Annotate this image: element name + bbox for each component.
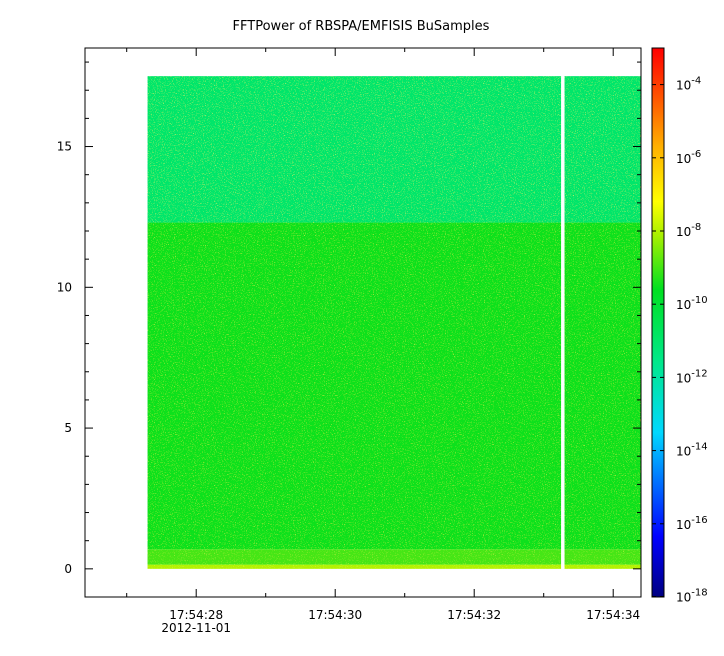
colorbar-tick-label: 10-12 bbox=[676, 368, 708, 385]
x-tick-label: 17:54:34 bbox=[586, 608, 640, 622]
colorbar-tick-label: 10-10 bbox=[676, 295, 708, 312]
x-tick-sublabel: 2012-11-01 bbox=[161, 621, 231, 635]
spectrogram-band bbox=[147, 222, 642, 550]
band-cell bbox=[147, 76, 642, 223]
data-gap bbox=[561, 75, 565, 570]
chart-title: FFTPower of RBSPA/EMFISIS BuSamples bbox=[233, 19, 490, 34]
x-tick-label: 17:54:32 bbox=[447, 608, 501, 622]
colorbar-ticks: 10-4 10-6 10-8 10-10 10-12 10-14 10-16 10-18 bbox=[652, 76, 708, 605]
colorbar-tick-label: 10-8 bbox=[676, 222, 701, 239]
band-cell bbox=[147, 549, 642, 565]
colorbar-tick-label: 10-16 bbox=[676, 515, 708, 532]
y-tick-label: 5 bbox=[64, 421, 72, 435]
plot-area bbox=[147, 75, 642, 570]
band-cell bbox=[147, 222, 642, 550]
spectrogram-band bbox=[147, 549, 642, 565]
plot-frame bbox=[84, 47, 642, 598]
x-tick-label: 17:54:28 bbox=[169, 608, 223, 622]
y-tick-label: 15 bbox=[57, 140, 72, 154]
x-tick-label: 17:54:30 bbox=[308, 608, 362, 622]
spectrogram-band bbox=[147, 76, 642, 223]
y-axis: 0 5 10 15 bbox=[57, 61, 641, 576]
band-cell bbox=[147, 564, 642, 569]
colorbar-tick-label: 10-4 bbox=[676, 76, 701, 93]
colorbar-tick-label: 10-18 bbox=[676, 588, 708, 605]
y-tick-label: 10 bbox=[57, 280, 72, 294]
colorbar-tick-label: 10-6 bbox=[676, 149, 701, 166]
colorbar-gradient bbox=[651, 47, 665, 598]
colorbar: 10-4 10-6 10-8 10-10 10-12 10-14 10-16 10-18 bbox=[651, 47, 708, 605]
spectrogram-band bbox=[147, 564, 642, 569]
colorbar-tick-label: 10-14 bbox=[676, 442, 708, 459]
y-tick-label: 0 bbox=[64, 562, 72, 576]
